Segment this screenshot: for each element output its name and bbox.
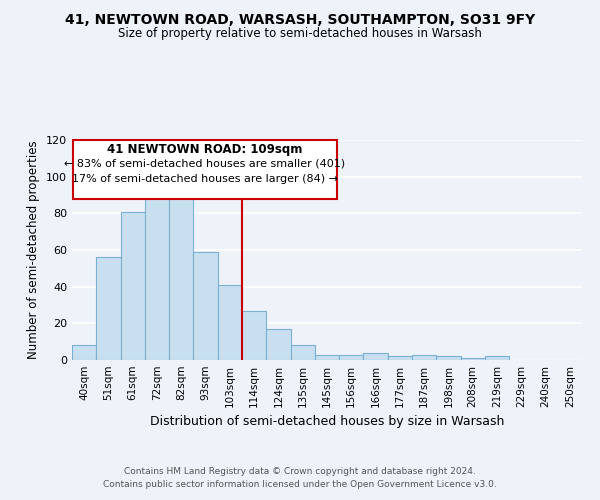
Y-axis label: Number of semi-detached properties: Number of semi-detached properties xyxy=(28,140,40,360)
Bar xyxy=(96,258,121,360)
Bar xyxy=(266,329,290,360)
Bar xyxy=(193,252,218,360)
Bar xyxy=(169,190,193,360)
Bar xyxy=(145,197,169,360)
Bar xyxy=(412,354,436,360)
Text: Contains HM Land Registry data © Crown copyright and database right 2024.: Contains HM Land Registry data © Crown c… xyxy=(124,467,476,476)
Bar xyxy=(364,352,388,360)
Bar xyxy=(339,354,364,360)
Bar xyxy=(73,140,337,198)
Text: 17% of semi-detached houses are larger (84) →: 17% of semi-detached houses are larger (… xyxy=(72,174,338,184)
Bar xyxy=(121,212,145,360)
Bar xyxy=(72,346,96,360)
Text: 41 NEWTOWN ROAD: 109sqm: 41 NEWTOWN ROAD: 109sqm xyxy=(107,142,302,156)
Bar xyxy=(436,356,461,360)
Text: Size of property relative to semi-detached houses in Warsash: Size of property relative to semi-detach… xyxy=(118,28,482,40)
Bar xyxy=(388,356,412,360)
Bar xyxy=(218,285,242,360)
Text: 41, NEWTOWN ROAD, WARSASH, SOUTHAMPTON, SO31 9FY: 41, NEWTOWN ROAD, WARSASH, SOUTHAMPTON, … xyxy=(65,12,535,26)
Text: Contains public sector information licensed under the Open Government Licence v3: Contains public sector information licen… xyxy=(103,480,497,489)
Bar xyxy=(315,354,339,360)
Text: ← 83% of semi-detached houses are smaller (401): ← 83% of semi-detached houses are smalle… xyxy=(64,159,346,169)
Bar xyxy=(485,356,509,360)
Bar xyxy=(242,310,266,360)
Bar xyxy=(290,346,315,360)
Bar xyxy=(461,358,485,360)
X-axis label: Distribution of semi-detached houses by size in Warsash: Distribution of semi-detached houses by … xyxy=(150,416,504,428)
